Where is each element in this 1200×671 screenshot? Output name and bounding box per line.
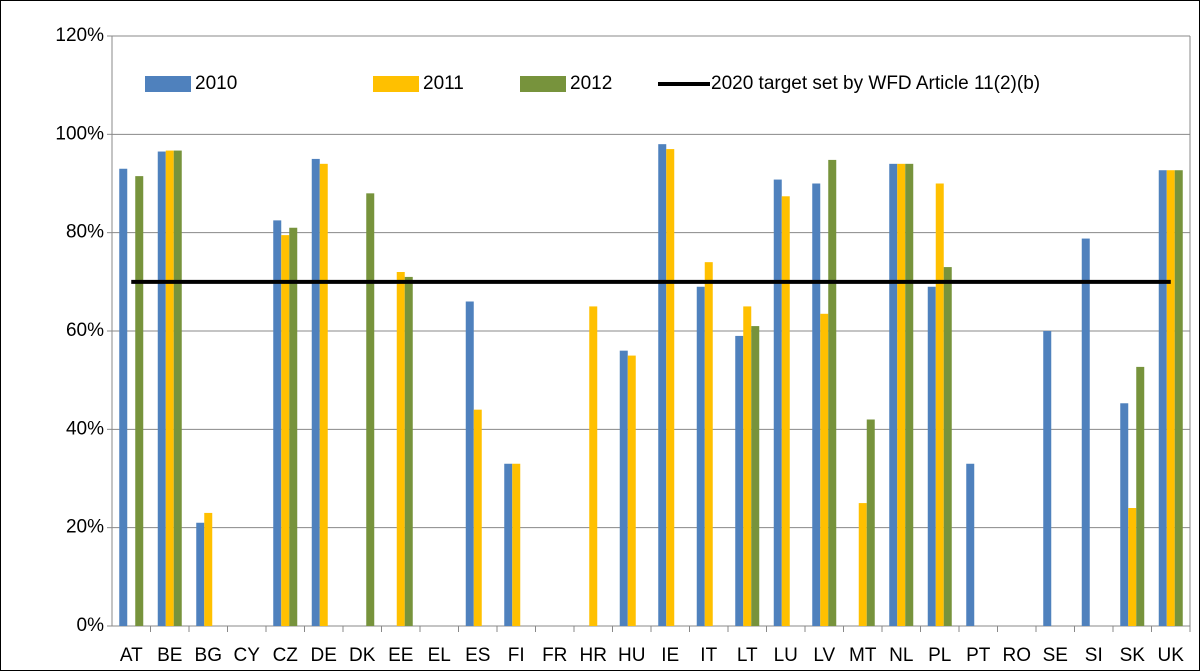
bar: [1081, 238, 1090, 627]
x-tick-label: AT: [120, 645, 143, 666]
bar: [889, 163, 898, 627]
bar: [820, 313, 829, 626]
bar: [666, 149, 675, 627]
bar: [735, 335, 744, 626]
bar: [743, 306, 752, 626]
bar: [319, 163, 328, 627]
x-tick-label: HU: [618, 645, 645, 666]
bar: [781, 196, 790, 627]
bar: [1158, 170, 1167, 626]
legend-label: 2012: [570, 73, 612, 94]
y-tick-label: 40%: [66, 418, 104, 439]
bar: [473, 409, 482, 626]
x-tick-label: CZ: [273, 645, 299, 666]
bar: [465, 301, 474, 626]
bar: [905, 163, 914, 627]
x-tick-label: IE: [661, 645, 679, 666]
bar: [504, 463, 513, 626]
bar: [858, 503, 867, 626]
bar: [1136, 366, 1145, 626]
y-tick-label: 100%: [55, 123, 104, 144]
bar: [927, 286, 936, 626]
x-tick-label: CY: [234, 645, 261, 666]
bar: [204, 512, 213, 626]
bar: [289, 227, 298, 626]
y-tick-label: 60%: [66, 320, 104, 341]
bar: [751, 326, 760, 626]
x-tick-label: SI: [1085, 645, 1103, 666]
bar: [966, 463, 975, 626]
bar: [627, 355, 636, 626]
x-tick-label: BE: [157, 645, 182, 666]
x-tick-label: EE: [388, 645, 413, 666]
x-tick-label: SK: [1120, 645, 1146, 666]
y-tick-label: 80%: [66, 222, 104, 243]
bar: [1166, 170, 1175, 626]
bar: [1043, 331, 1052, 626]
x-tick-label: HR: [580, 645, 607, 666]
y-tick-label: 20%: [66, 517, 104, 538]
bar: [135, 176, 144, 626]
bar: [273, 220, 282, 626]
bar: [935, 183, 944, 626]
bar: [173, 150, 182, 626]
bar: [281, 235, 290, 626]
x-tick-label: ES: [465, 645, 490, 666]
x-tick-label: DK: [349, 645, 376, 666]
bar: [404, 276, 413, 626]
bar: [589, 306, 598, 626]
bar: [165, 150, 174, 626]
x-tick-label: EL: [428, 645, 451, 666]
bar: [696, 286, 705, 626]
x-tick-label: MT: [849, 645, 877, 666]
x-tick-label: PT: [966, 645, 991, 666]
bar: [1128, 508, 1137, 626]
y-tick-label: 120%: [55, 25, 104, 46]
bar: [828, 159, 837, 626]
legend-label: 2010: [195, 73, 237, 94]
x-tick-label: FR: [542, 645, 567, 666]
bar: [943, 267, 952, 626]
x-tick-label: BG: [195, 645, 222, 666]
bar: [512, 463, 521, 626]
x-tick-label: LT: [737, 645, 758, 666]
bar: [658, 144, 667, 626]
x-tick-label: SE: [1043, 645, 1068, 666]
bar: [773, 179, 782, 627]
bar: [1120, 403, 1129, 626]
x-tick-label: DE: [311, 645, 337, 666]
bar: [812, 183, 821, 626]
legend-swatch: [145, 76, 191, 92]
x-tick-label: LV: [813, 645, 835, 666]
bar: [704, 262, 713, 626]
x-tick-label: FI: [508, 645, 525, 666]
bar: [157, 151, 166, 626]
bar: [311, 158, 320, 626]
legend-swatch: [520, 76, 566, 92]
bar: [897, 163, 906, 627]
legend-swatch: [373, 76, 419, 92]
legend-label: 2011: [423, 73, 464, 94]
x-tick-label: IT: [700, 645, 717, 666]
bar: [196, 522, 205, 626]
x-tick-label: RO: [1003, 645, 1032, 666]
x-tick-label: LU: [774, 645, 798, 666]
bar: [1174, 170, 1183, 626]
x-tick-label: NL: [889, 645, 913, 666]
y-tick-label: 0%: [77, 615, 105, 636]
bar: [366, 193, 375, 627]
bar: [396, 272, 405, 626]
x-tick-label: UK: [1158, 645, 1185, 666]
bar: [866, 419, 875, 626]
legend-label: 2020 target set by WFD Article 11(2)(b): [711, 73, 1040, 94]
bar: [119, 168, 128, 626]
bar: [619, 350, 628, 626]
x-tick-label: PL: [928, 645, 951, 666]
